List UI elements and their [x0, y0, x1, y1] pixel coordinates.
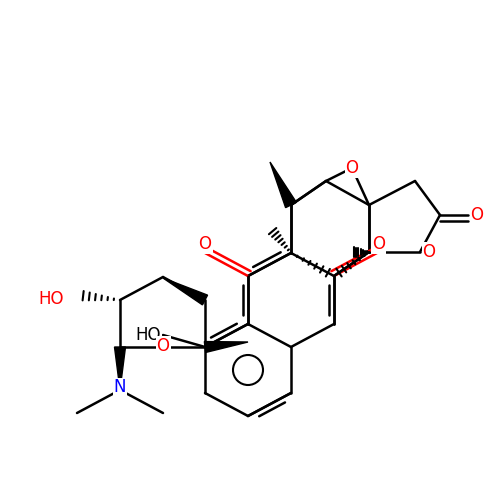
Polygon shape — [204, 342, 248, 352]
Text: O: O — [372, 235, 385, 253]
Text: O: O — [198, 235, 211, 253]
Text: O: O — [346, 159, 358, 177]
Polygon shape — [163, 278, 208, 305]
Polygon shape — [114, 347, 126, 390]
Text: O: O — [470, 206, 484, 224]
Polygon shape — [270, 162, 296, 208]
Text: N: N — [114, 378, 126, 396]
Text: O: O — [422, 243, 436, 261]
Text: HO: HO — [38, 290, 64, 308]
Text: HO: HO — [135, 326, 160, 344]
Text: O: O — [156, 337, 170, 355]
